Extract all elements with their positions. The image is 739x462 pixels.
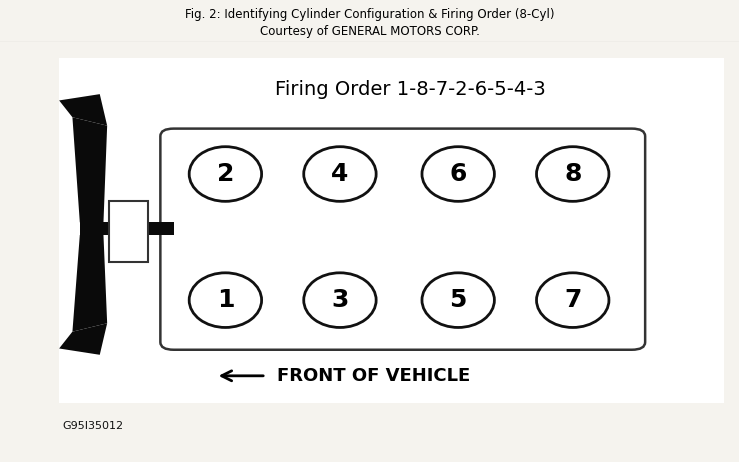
Polygon shape xyxy=(72,117,107,222)
Text: 8: 8 xyxy=(564,162,582,186)
Text: Firing Order 1-8-7-2-6-5-4-3: Firing Order 1-8-7-2-6-5-4-3 xyxy=(275,80,545,99)
Text: 4: 4 xyxy=(331,162,349,186)
Text: 7: 7 xyxy=(564,288,582,312)
Text: 6: 6 xyxy=(449,162,467,186)
Text: Fig. 2: Identifying Cylinder Configuration & Firing Order (8-Cyl): Fig. 2: Identifying Cylinder Configurati… xyxy=(185,8,554,21)
Polygon shape xyxy=(72,235,107,332)
Bar xyxy=(80,222,174,235)
Text: 5: 5 xyxy=(449,288,467,312)
FancyBboxPatch shape xyxy=(160,128,645,350)
Polygon shape xyxy=(59,323,107,355)
Bar xyxy=(59,58,724,403)
Text: FRONT OF VEHICLE: FRONT OF VEHICLE xyxy=(277,367,471,385)
Text: Courtesy of GENERAL MOTORS CORP.: Courtesy of GENERAL MOTORS CORP. xyxy=(259,24,480,38)
Bar xyxy=(109,201,148,262)
Text: 1: 1 xyxy=(217,288,234,312)
Text: G95I35012: G95I35012 xyxy=(63,421,124,431)
Text: 3: 3 xyxy=(331,288,349,312)
Polygon shape xyxy=(59,94,107,126)
Text: 2: 2 xyxy=(217,162,234,186)
